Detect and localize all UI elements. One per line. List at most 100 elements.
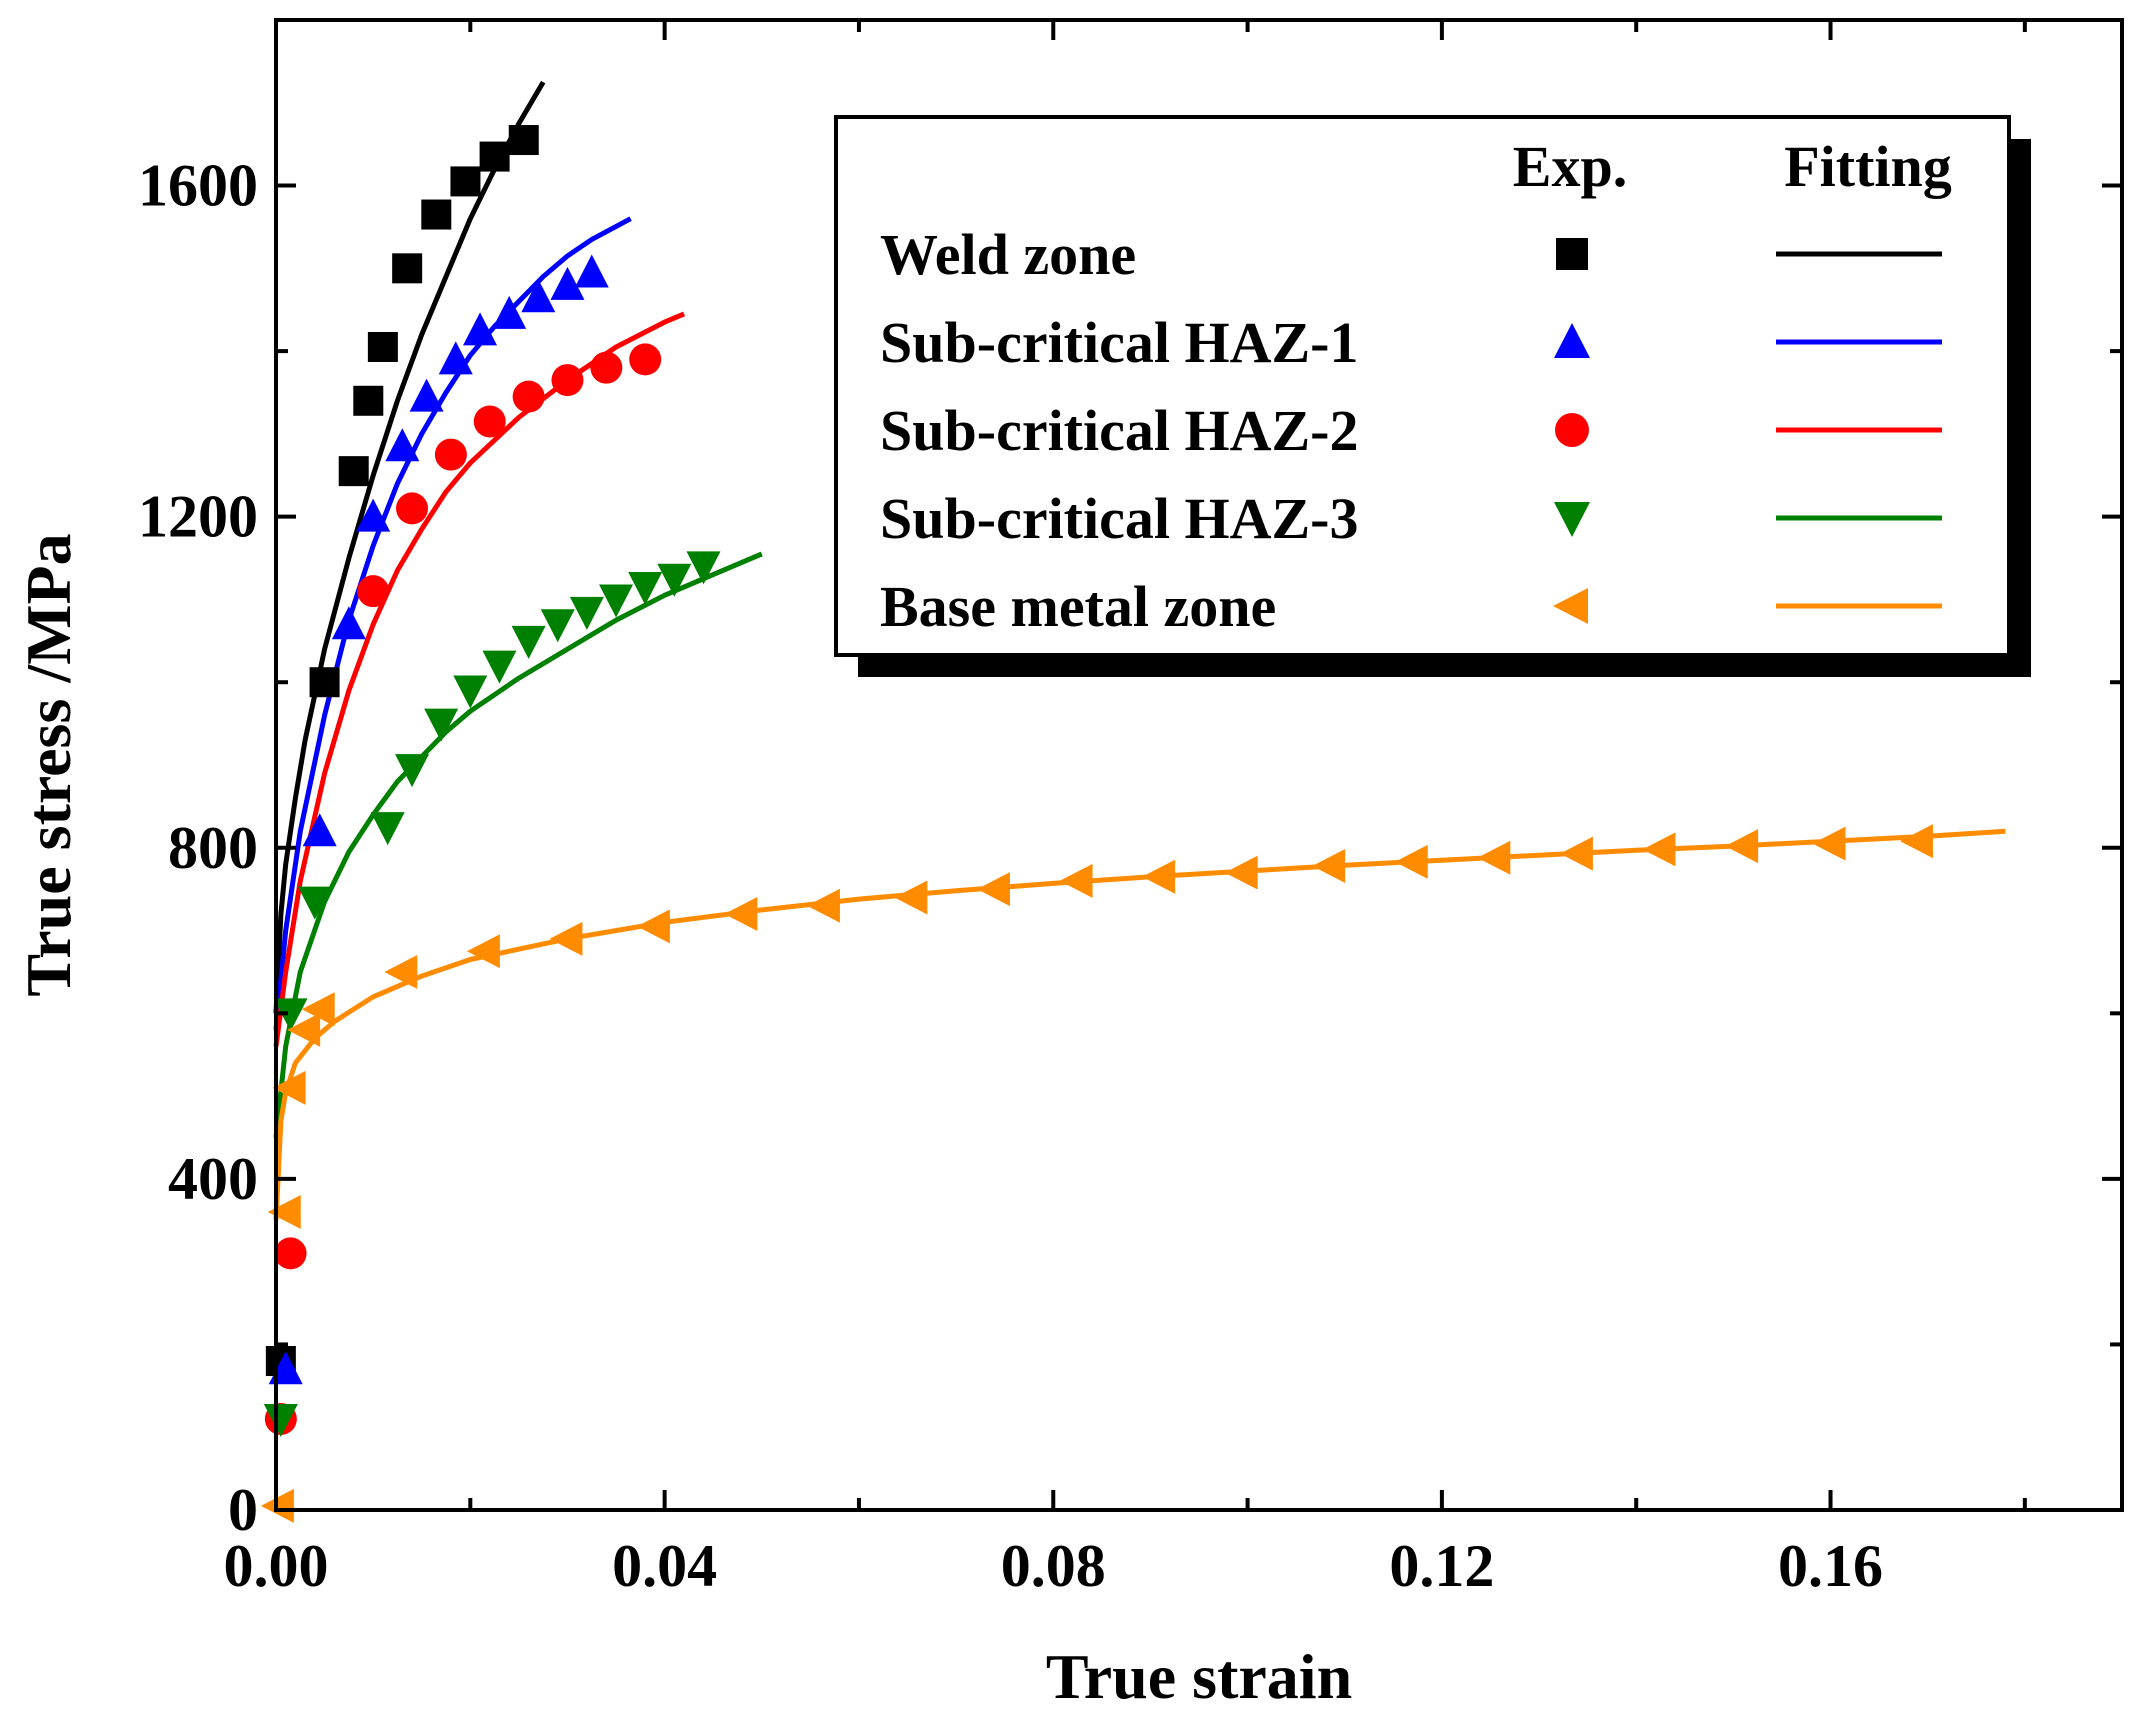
exp-point-sub-critical-haz-1 (331, 606, 366, 640)
exp-point-sub-critical-haz-2 (629, 343, 662, 376)
legend-marker-sub-critical-haz-1 (1554, 323, 1590, 358)
exp-point-base-metal-zone (384, 954, 418, 989)
legend-label-sub-critical-haz-3: Sub-critical HAZ-3 (880, 486, 1358, 551)
exp-point-sub-critical-haz-1 (521, 279, 556, 313)
exp-point-sub-critical-haz-2 (434, 438, 467, 471)
exp-point-sub-critical-haz-1 (356, 498, 391, 532)
exp-point-sub-critical-haz-2 (274, 1237, 307, 1270)
x-tick-label: 0.16 (1778, 1533, 1883, 1599)
exp-point-sub-critical-haz-1 (492, 295, 527, 329)
legend: Exp. Fitting Weld zone Sub-critical HAZ-1… (834, 115, 2031, 677)
exp-point-base-metal-zone (272, 1070, 306, 1105)
fit-line-weld-zone (273, 80, 546, 1014)
exp-point-base-metal-zone (894, 880, 928, 915)
exp-point-base-metal-zone (466, 934, 500, 969)
exp-point-weld-zone (421, 199, 452, 230)
exp-point-weld-zone (338, 456, 369, 487)
y-tick-label: 0 (228, 1477, 258, 1543)
exp-point-sub-critical-haz-3 (511, 625, 546, 659)
x-tick-label: 0.00 (224, 1533, 329, 1599)
exp-point-sub-critical-haz-3 (686, 551, 721, 585)
exp-point-sub-critical-haz-3 (273, 998, 308, 1032)
exp-point-sub-critical-haz-1 (463, 312, 498, 346)
exp-point-sub-critical-haz-1 (550, 266, 585, 300)
exp-point-base-metal-zone (806, 888, 840, 923)
x-tick-label: 0.08 (1001, 1533, 1106, 1599)
exp-point-sub-critical-haz-3 (424, 708, 459, 742)
exp-point-sub-critical-haz-3 (482, 650, 517, 684)
legend-header-exp: Exp. (1513, 134, 1627, 199)
y-tick-label: 800 (168, 815, 258, 881)
exp-point-weld-zone (479, 141, 510, 172)
exp-point-base-metal-zone (1642, 832, 1676, 867)
exp-point-base-metal-zone (549, 921, 583, 956)
y-tick-label: 1200 (138, 484, 258, 550)
legend-marker-sub-critical-haz-2 (1555, 413, 1589, 447)
experimental-markers (260, 125, 1933, 1523)
legend-header-fitting: Fitting (1784, 134, 1952, 199)
y-tick-label: 1600 (138, 153, 258, 219)
exp-point-base-metal-zone (976, 872, 1010, 907)
exp-point-sub-critical-haz-2 (590, 351, 623, 384)
legend-marker-sub-critical-haz-3 (1554, 502, 1590, 537)
exp-point-sub-critical-haz-3 (599, 584, 634, 618)
exp-point-sub-critical-haz-1 (438, 341, 473, 375)
exp-point-sub-critical-haz-2 (396, 492, 429, 525)
exp-point-base-metal-zone (301, 992, 335, 1027)
exp-point-base-metal-zone (724, 897, 758, 931)
y-axis-title: True stress /MPa (13, 533, 84, 996)
exp-point-base-metal-zone (1559, 836, 1593, 871)
legend-rows: Weld zone Sub-critical HAZ-1 Sub-critical … (880, 222, 1942, 639)
x-tick-label: 0.12 (1389, 1533, 1494, 1599)
exp-point-base-metal-zone (1899, 824, 1933, 859)
exp-point-base-metal-zone (1725, 829, 1759, 864)
exp-point-sub-critical-haz-3 (540, 609, 575, 643)
exp-point-sub-critical-haz-3 (657, 563, 692, 597)
exp-point-base-metal-zone (1142, 859, 1176, 894)
exp-point-weld-zone (309, 667, 340, 698)
fit-line-base-metal-zone (273, 828, 2006, 1221)
legend-label-sub-critical-haz-2: Sub-critical HAZ-2 (880, 398, 1358, 463)
exp-point-sub-critical-haz-3 (569, 596, 604, 630)
exp-point-sub-critical-haz-3 (370, 812, 405, 846)
fit-line-sub-critical-haz-3 (273, 551, 763, 1138)
axis-ticks (274, 18, 2122, 1512)
exp-point-sub-critical-haz-2 (473, 405, 506, 438)
exp-point-sub-critical-haz-3 (395, 754, 430, 788)
legend-marker-weld-zone (1556, 238, 1588, 270)
plot-frame (274, 18, 2124, 1512)
exp-point-sub-critical-haz-1 (385, 428, 420, 462)
x-tick-label: 0.04 (612, 1533, 717, 1599)
legend-label-sub-critical-haz-1: Sub-critical HAZ-1 (880, 310, 1358, 375)
legend-marker-base-metal-zone (1553, 588, 1588, 624)
exp-point-sub-critical-haz-3 (628, 572, 663, 606)
exp-point-sub-critical-haz-2 (357, 575, 390, 608)
exp-point-sub-critical-haz-3 (297, 886, 332, 920)
legend-label-weld-zone: Weld zone (880, 222, 1136, 287)
exp-point-sub-critical-haz-1 (409, 378, 444, 412)
axis-tick-labels: 0.00 0.04 0.08 0.12 0.16 0 400 800 1200 1600 (138, 153, 1883, 1599)
exp-point-sub-critical-haz-3 (263, 1403, 298, 1437)
exp-point-base-metal-zone (1224, 855, 1258, 890)
exp-point-base-metal-zone (1477, 840, 1511, 875)
exp-point-base-metal-zone (1812, 826, 1846, 861)
exp-point-weld-zone (508, 125, 539, 156)
exp-point-sub-critical-haz-2 (512, 380, 545, 413)
exp-point-base-metal-zone (287, 1012, 321, 1047)
exp-point-weld-zone (353, 385, 384, 416)
y-tick-label: 400 (168, 1146, 258, 1212)
exp-point-sub-critical-haz-2 (551, 364, 584, 397)
fit-line-sub-critical-haz-1 (273, 216, 632, 1031)
exp-point-sub-critical-haz-3 (453, 675, 488, 709)
exp-point-weld-zone (450, 166, 481, 197)
exp-point-weld-zone (367, 331, 398, 362)
exp-point-sub-critical-haz-1 (574, 254, 609, 288)
legend-label-base-metal-zone: Base metal zone (880, 574, 1276, 639)
x-axis-title: True strain (1046, 1641, 1352, 1712)
exp-point-base-metal-zone (636, 909, 670, 944)
exp-point-base-metal-zone (1059, 863, 1093, 898)
exp-point-base-metal-zone (1312, 848, 1346, 883)
legend-box (834, 115, 2011, 657)
exp-point-sub-critical-haz-1 (302, 813, 337, 847)
